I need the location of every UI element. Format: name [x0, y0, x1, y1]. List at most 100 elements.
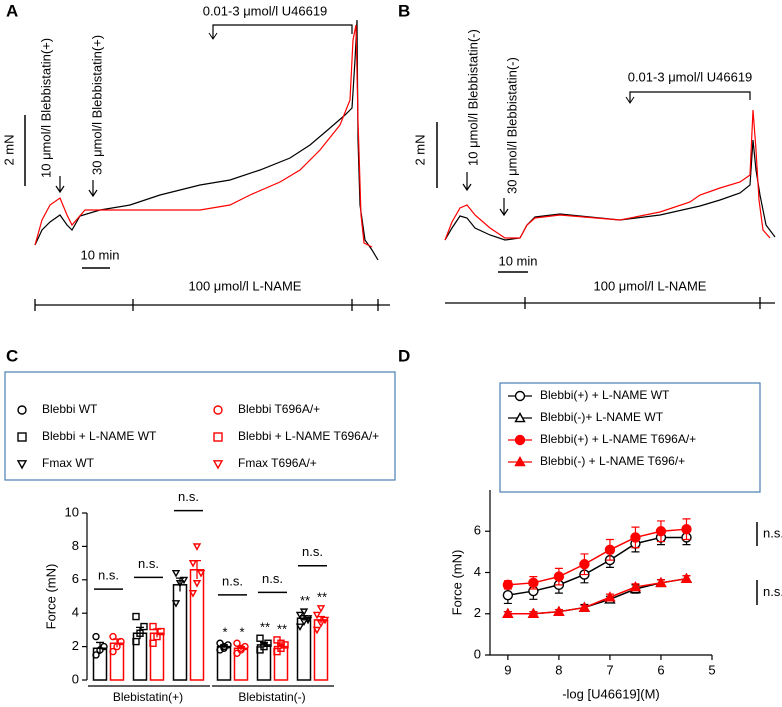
legend-box	[4, 371, 396, 481]
background-label: 100 μmol/l L-NAME	[189, 278, 302, 293]
panel-label: C	[6, 346, 18, 365]
marker	[655, 576, 667, 588]
marker	[514, 390, 526, 402]
marker	[299, 608, 309, 616]
trace-t696a	[444, 109, 771, 241]
x-tick-label: 6	[657, 662, 664, 677]
marker	[527, 607, 540, 619]
arrow	[88, 180, 98, 198]
marker	[171, 570, 181, 578]
time-scale-label: 10 min	[80, 247, 119, 262]
marker	[655, 526, 667, 537]
marker	[502, 589, 514, 601]
marker	[192, 580, 202, 588]
bar	[313, 619, 329, 681]
marker	[109, 647, 117, 656]
force-scale-label: 2 mN	[1, 134, 16, 165]
marker	[140, 622, 148, 631]
agonist-label: 0.01-3 μmol/l U46619	[628, 69, 753, 84]
marker	[320, 616, 330, 625]
marker	[113, 642, 121, 651]
marker	[213, 432, 223, 442]
trace-wt	[444, 139, 776, 241]
marker	[216, 639, 224, 647]
agonist-bracket	[629, 91, 751, 102]
bar	[132, 632, 148, 681]
y-tick-label: 2	[72, 638, 79, 653]
marker	[604, 544, 616, 556]
y-axis-label: Force (mN)	[43, 564, 58, 630]
panel-label: A	[6, 1, 18, 20]
arrow	[625, 96, 635, 104]
marker	[303, 616, 313, 625]
marker	[514, 456, 526, 467]
x-tick-label: 8	[555, 662, 562, 677]
legend-label: Blebbi(-)+ L-NAME WT	[540, 410, 664, 424]
pretreatment-label: 30 μmol/l Blebbistatin(+)	[89, 35, 104, 175]
marker	[100, 642, 108, 651]
marker	[578, 601, 591, 612]
ns-label: n.s.	[262, 571, 283, 586]
y-tick-label: 4	[474, 564, 481, 579]
marker	[92, 651, 100, 659]
marker	[295, 623, 305, 632]
background-label: 100 μmol/l L-NAME	[594, 278, 707, 293]
legend-label: Blebbi + L-NAME T696A/+	[238, 429, 379, 443]
legend-label: Blebbi WT	[42, 402, 98, 416]
marker	[312, 611, 322, 620]
marker	[299, 618, 309, 626]
series-line	[507, 577, 687, 615]
ns-label: n.s.	[178, 489, 199, 504]
significance-label: *	[239, 625, 244, 640]
marker	[153, 632, 161, 641]
marker	[630, 532, 641, 543]
marker	[295, 611, 305, 620]
arrow	[462, 172, 472, 192]
ns-label: n.s.	[763, 525, 782, 540]
marker	[316, 605, 326, 613]
arrow	[499, 198, 509, 217]
marker	[117, 637, 125, 646]
x-tick-label: Blebistatin(-)	[238, 690, 305, 704]
pretreatment-label: 30 μmol/l Blebbistatin(-)	[504, 57, 519, 194]
marker	[188, 560, 198, 568]
pretreatment-label: 10 μmol/l Blebbistatin(-)	[465, 29, 480, 166]
legend-label: Blebbi(+) + L-NAME WT	[540, 388, 670, 402]
marker	[17, 405, 27, 415]
marker	[132, 637, 140, 646]
marker	[171, 600, 181, 608]
marker	[629, 580, 642, 592]
panel-label: D	[398, 346, 410, 365]
x-tick-label: 7	[606, 662, 613, 677]
legend-label: Blebbi(-) + L-NAME T696/+	[540, 454, 685, 468]
legend-box	[499, 382, 761, 493]
legend-label: Blebbi + L-NAME WT	[42, 429, 157, 443]
trace-panel-a: A 0.01-3 μmol/l U46619 10 μmol/l Blebbis…	[1, 1, 390, 311]
marker	[17, 432, 27, 442]
marker	[179, 576, 189, 585]
marker	[604, 591, 616, 602]
marker	[220, 644, 228, 652]
ns-label: n.s.	[302, 544, 323, 559]
marker	[680, 572, 693, 583]
agonist-bracket	[212, 24, 353, 38]
marker	[237, 644, 245, 652]
marker	[149, 639, 157, 647]
marker	[16, 460, 28, 470]
y-tick-label: 10	[65, 504, 79, 519]
x-tick-label: 5	[708, 662, 715, 677]
marker	[196, 570, 206, 578]
time-scale-label: 10 min	[498, 253, 537, 268]
y-axis-label: Force (mN)	[449, 550, 464, 616]
marker	[528, 577, 539, 589]
marker	[514, 434, 526, 446]
y-tick-label: 6	[474, 523, 481, 538]
error-bar	[136, 626, 144, 640]
marker	[553, 605, 565, 616]
marker	[256, 634, 264, 642]
marker	[192, 543, 202, 551]
y-tick-label: 8	[72, 538, 79, 553]
bar	[172, 584, 188, 681]
marker	[233, 639, 241, 647]
